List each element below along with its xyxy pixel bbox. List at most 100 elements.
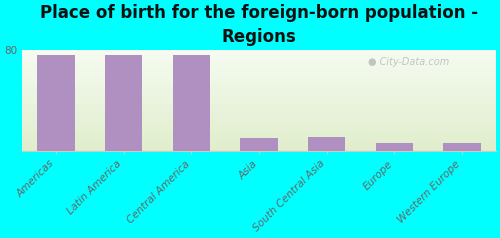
Bar [22,78,496,79]
Bar [22,139,496,140]
Bar [22,133,496,134]
Bar [22,56,496,57]
Bar [22,54,496,55]
Bar [308,137,346,151]
Bar [22,63,496,64]
Title: Place of birth for the foreign-born population -
Regions: Place of birth for the foreign-born popu… [40,4,478,46]
Bar [22,75,496,76]
Bar [22,127,496,128]
Bar [22,91,496,92]
Bar [22,128,496,129]
Bar [22,129,496,130]
Bar [22,65,496,66]
Bar [38,55,74,151]
Bar [22,116,496,117]
Bar [22,125,496,126]
Bar [22,138,496,139]
Bar [22,108,496,109]
Bar [22,118,496,119]
Bar [22,132,496,133]
Bar [22,149,496,150]
Bar [22,122,496,123]
Bar [22,113,496,114]
Bar [22,72,496,73]
Bar [22,103,496,104]
Bar [22,58,496,59]
Bar [22,59,496,60]
Bar [105,55,142,151]
Bar [22,60,496,61]
Bar [22,89,496,90]
Bar [22,140,496,141]
Bar [22,64,496,65]
Bar [22,69,496,70]
Bar [22,87,496,88]
Bar [22,85,496,86]
Bar [22,99,496,100]
Bar [22,88,496,89]
Bar [22,82,496,83]
Bar [22,52,496,53]
Bar [22,95,496,96]
Bar [22,147,496,148]
Bar [22,90,496,91]
Bar [22,144,496,145]
Bar [22,55,496,56]
Bar [22,131,496,132]
Bar [22,66,496,67]
Text: ● City-Data.com: ● City-Data.com [368,57,449,67]
Bar [22,98,496,99]
Bar [22,70,496,71]
Bar [22,137,496,138]
Bar [22,150,496,151]
Bar [22,141,496,142]
Bar [22,105,496,107]
Bar [22,115,496,116]
Bar [22,77,496,78]
Bar [172,55,210,151]
Bar [22,57,496,58]
Bar [22,136,496,137]
Bar [22,130,496,131]
Bar [22,80,496,81]
Bar [22,143,496,144]
Bar [22,61,496,62]
Bar [22,79,496,80]
Bar [22,135,496,136]
Bar [22,134,496,135]
Bar [444,143,480,151]
Bar [22,145,496,146]
Bar [376,143,413,151]
Bar [22,111,496,112]
Bar [22,126,496,127]
Bar [22,120,496,121]
Bar [22,104,496,105]
Bar [22,123,496,124]
Bar [22,101,496,103]
Bar [22,51,496,52]
Bar [22,81,496,82]
Bar [22,50,496,51]
Bar [22,96,496,98]
Bar [22,114,496,115]
Bar [22,142,496,143]
Bar [22,62,496,63]
Bar [22,107,496,108]
Bar [22,68,496,69]
Bar [22,146,496,147]
Bar [22,71,496,72]
Bar [22,148,496,149]
Bar [22,73,496,74]
Bar [22,119,496,120]
Bar [22,109,496,111]
Bar [22,53,496,54]
Bar [22,67,496,68]
Bar [22,112,496,113]
Bar [22,124,496,125]
Bar [22,92,496,94]
Bar [22,74,496,75]
Bar [240,138,278,151]
Bar [22,94,496,95]
Bar [22,84,496,85]
Bar [22,100,496,101]
